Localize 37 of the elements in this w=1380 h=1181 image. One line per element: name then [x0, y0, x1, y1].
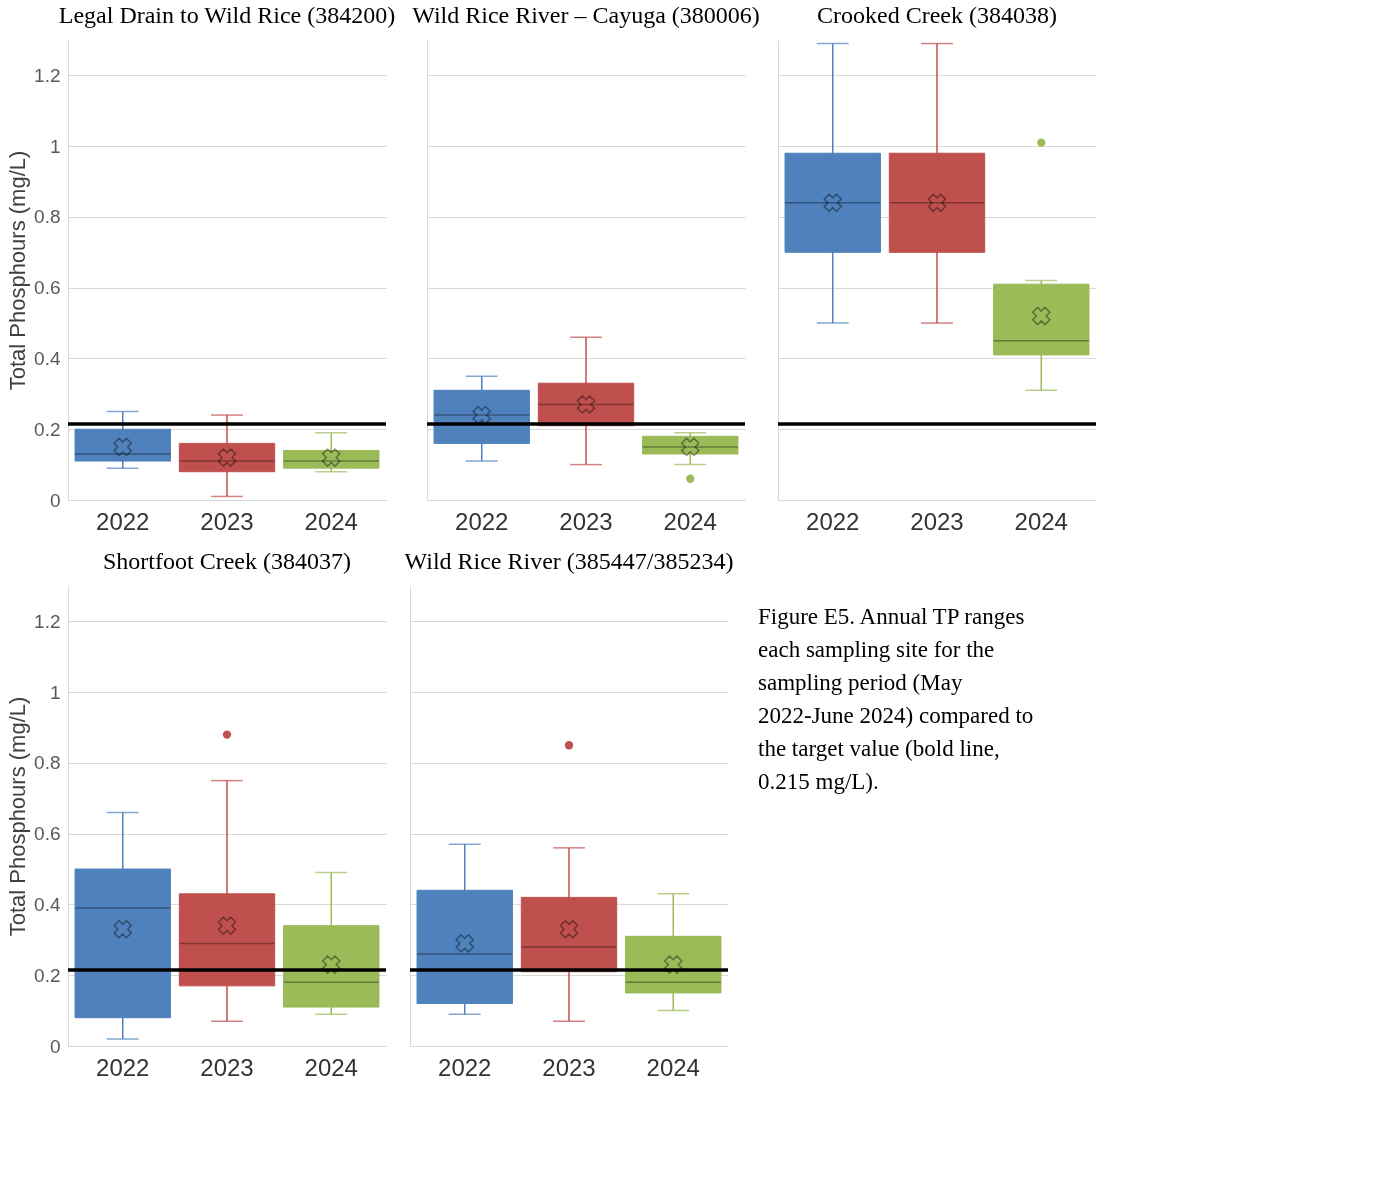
chart-title: Crooked Creek (384038) [817, 2, 1057, 28]
y-tick-label: 1 [49, 135, 61, 157]
chart-title: Shortfoot Creek (384037) [103, 548, 351, 574]
y-tick-label: 0.4 [34, 893, 61, 915]
x-tick-label: 2024 [663, 507, 717, 535]
x-tick-label: 2024 [304, 1053, 358, 1081]
x-tick-label: 2023 [200, 1053, 254, 1081]
y-axis-title: Total Phosphours (mg/L) [5, 696, 31, 937]
y-tick-label: 0.2 [34, 964, 61, 986]
y-tick-label: 0.8 [34, 752, 61, 774]
x-tick-label: 2022 [455, 507, 509, 535]
x-tick-label: 2022 [96, 1053, 150, 1081]
x-tick-label: 2022 [806, 507, 860, 535]
chart-title: Wild Rice River – Cayuga (380006) [412, 2, 760, 28]
y-tick-label: 0.2 [34, 418, 61, 440]
x-tick-label: 2023 [200, 507, 254, 535]
y-tick-label: 0 [49, 1035, 61, 1057]
y-tick-label: 1.2 [34, 610, 61, 632]
caption: Figure E5. Annual TP ranges each sampling site for the sampling period (May 2022-June 2024) compared to the target value (bold line, 0.215 mg/L). [758, 604, 1034, 794]
y-tick-label: 0.6 [34, 823, 61, 845]
y-tick-label: 1.2 [34, 64, 61, 86]
chart-title: Wild Rice River (385447/385234) [404, 548, 734, 574]
y-axis-title: Total Phosphours (mg/L) [5, 150, 31, 391]
x-tick-label: 2024 [646, 1053, 700, 1081]
x-tick-label: 2023 [559, 507, 613, 535]
y-tick-label: 0.8 [34, 206, 61, 228]
y-tick-label: 0.6 [34, 277, 61, 299]
x-tick-label: 2023 [542, 1053, 596, 1081]
x-tick-label: 2022 [438, 1053, 492, 1081]
chart-title: Legal Drain to Wild Rice (384200) [58, 2, 396, 28]
x-tick-label: 2022 [96, 507, 150, 535]
y-tick-label: 0.4 [34, 347, 61, 369]
y-tick-label: 0 [49, 489, 61, 511]
y-tick-label: 1 [49, 681, 61, 703]
x-tick-label: 2023 [910, 507, 964, 535]
x-tick-label: 2024 [1014, 507, 1068, 535]
x-tick-label: 2024 [304, 507, 358, 535]
